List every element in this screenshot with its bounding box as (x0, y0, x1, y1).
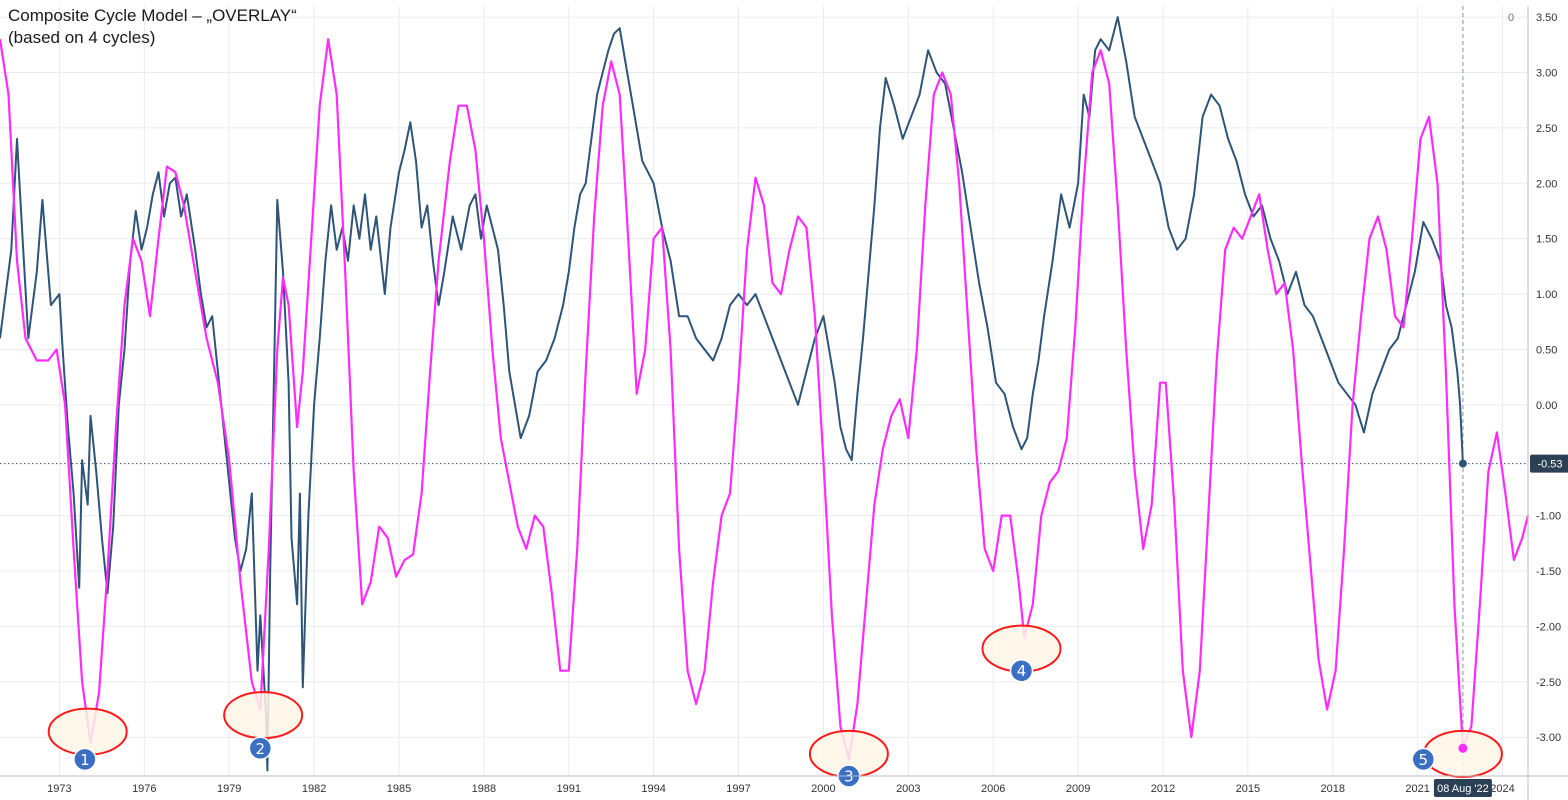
cycle-low-number-4: 4 (1017, 662, 1027, 680)
x-tick-label-7: 1994 (641, 783, 665, 795)
x-tick-label-0: 1973 (47, 783, 71, 795)
chart-title: Composite Cycle Model – „OVERLAY“ (8, 6, 297, 25)
x-tick-label-12: 2009 (1066, 783, 1090, 795)
current-date-badge (1433, 779, 1492, 797)
corner-label: 0 (1508, 12, 1515, 24)
cycle-low-badge-4 (1009, 658, 1034, 683)
y-tick-label-8: -1.00 (1536, 511, 1561, 523)
cycle-low-number-2: 2 (256, 740, 266, 758)
y-tick-label-1: 3.00 (1536, 67, 1557, 79)
chart-subtitle: (based on 4 cycles) (8, 28, 156, 47)
y-axis: 3.50 3.00 2.50 2.00 1.50 1.00 0.50 0.00 -1.00 -1.… (1527, 6, 1561, 800)
x-tick-label-11: 2006 (981, 783, 1005, 795)
cycle-low-marker-4: 4 (981, 624, 1062, 683)
series-lines (0, 16, 1530, 772)
y-tick-label-5: 1.00 (1536, 289, 1557, 301)
x-tick-label-2: 1979 (217, 783, 241, 795)
cycle-low-ellipse-2 (223, 691, 304, 740)
current-value-badge (1530, 454, 1568, 473)
cycle-low-badge-2 (248, 736, 273, 761)
cycle-low-marker-5: 5 (1411, 729, 1503, 778)
current-cycle-dot (1458, 743, 1468, 753)
y-tick-label-11: -2.50 (1536, 677, 1561, 689)
x-tick-label-5: 1988 (472, 783, 496, 795)
x-tick-label-15: 2018 (1321, 783, 1345, 795)
x-tick-label-17: 2024 (1490, 783, 1514, 795)
x-tick-label-1: 1976 (132, 783, 156, 795)
cycle-low-marker-3: 3 (808, 729, 889, 788)
cycle-low-ellipse-5 (1422, 729, 1503, 778)
current-value-badge-label: -0.53 (1537, 459, 1562, 471)
series-line-0 (0, 16, 1464, 772)
x-tick-label-8: 1997 (726, 783, 750, 795)
x-tick-label-16: 2021 (1405, 783, 1429, 795)
series-line-1 (0, 38, 1530, 761)
y-tick-label-9: -1.50 (1536, 566, 1561, 578)
current-value-dot (1458, 459, 1467, 468)
cycle-low-marker-1: 1 (47, 707, 128, 772)
y-tick-label-7: 0.00 (1536, 400, 1557, 412)
cycle-low-badge-1 (73, 747, 97, 772)
cycle-low-markers: 1 2 3 4 5 (47, 624, 1503, 788)
grid (0, 6, 1528, 776)
y-tick-label-0: 3.50 (1536, 12, 1557, 24)
y-tick-label-2: 2.50 (1536, 123, 1557, 135)
x-tick-label-13: 2012 (1151, 783, 1175, 795)
current-markers: -0.53 08 Aug '22 (1433, 454, 1568, 797)
x-tick-label-10: 2003 (896, 783, 920, 795)
cycle-low-badge-5 (1411, 747, 1436, 772)
cycle-low-number-1: 1 (80, 751, 90, 769)
y-tick-label-3: 2.00 (1536, 178, 1557, 190)
y-tick-label-10: -2.00 (1536, 621, 1561, 633)
cycle-low-number-5: 5 (1419, 751, 1429, 769)
x-tick-label-9: 2000 (811, 783, 835, 795)
x-tick-label-6: 1991 (557, 783, 581, 795)
y-tick-label-6: 0.50 (1536, 344, 1557, 356)
x-tick-label-14: 2015 (1236, 783, 1260, 795)
x-tick-label-4: 1985 (387, 783, 411, 795)
x-tick-label-3: 1982 (302, 783, 326, 795)
cycle-low-marker-2: 2 (223, 691, 304, 761)
current-date-badge-label: 08 Aug '22 (1437, 783, 1489, 795)
y-tick-label-12: -3.00 (1536, 732, 1561, 744)
y-tick-label-4: 1.50 (1536, 234, 1557, 246)
cycle-low-ellipse-1 (47, 707, 128, 756)
x-axis: 1973 1976 1979 1982 1985 1988 1991 1994 1997 2000… (0, 775, 1568, 795)
